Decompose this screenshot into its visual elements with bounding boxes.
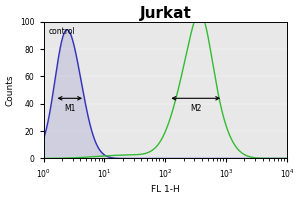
Title: Jurkat: Jurkat [140,6,191,21]
Text: M1: M1 [64,104,76,113]
Text: control: control [49,27,75,36]
Y-axis label: Counts: Counts [6,74,15,106]
Text: M2: M2 [190,104,201,113]
X-axis label: FL 1-H: FL 1-H [151,185,180,194]
